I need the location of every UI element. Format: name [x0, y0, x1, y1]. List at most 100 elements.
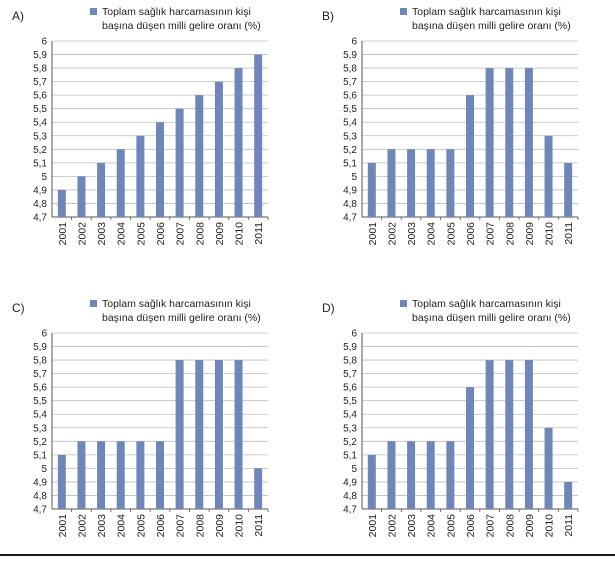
legend-text: başına düşen milli gelire oranı (%): [412, 312, 571, 324]
y-tick-label: 5,7: [33, 369, 47, 380]
x-tick-label: 2002: [76, 514, 88, 538]
page-bottom-rule: [0, 554, 615, 556]
bar: [97, 162, 106, 217]
legend-text: Toplam sağlık harcamasının kişi: [102, 6, 251, 18]
y-tick-label: 5,3: [33, 131, 47, 142]
bar: [387, 149, 396, 217]
y-tick-label: 5,5: [33, 396, 47, 407]
bar: [195, 95, 204, 217]
bar: [254, 468, 263, 509]
x-tick-label: 2005: [135, 222, 147, 246]
y-tick-label: 5,3: [343, 131, 357, 142]
bar: [524, 68, 533, 217]
panel-label: A): [12, 9, 24, 23]
legend-swatch: [90, 8, 97, 15]
x-tick-label: 2007: [175, 514, 187, 538]
y-tick-label: 5,8: [33, 356, 47, 367]
x-tick-label: 2001: [57, 514, 69, 538]
y-tick-label: 5,4: [343, 118, 357, 129]
x-tick-label: 2008: [194, 514, 206, 538]
chart-panel-c: C) Toplam sağlık harcamasının kişi başına …: [0, 292, 300, 562]
x-tick-label: 2005: [135, 514, 147, 538]
x-tick-label: 2006: [465, 514, 477, 538]
panel-label: C): [12, 301, 25, 315]
x-tick-label: 2007: [175, 222, 187, 246]
x-tick-label: 2011: [253, 222, 265, 245]
x-tick-label: 2004: [116, 222, 128, 246]
y-tick-label: 4,8: [343, 491, 357, 502]
bar: [156, 441, 164, 509]
bar: [564, 162, 573, 217]
y-tick-label: 5,6: [343, 91, 357, 102]
bar: [175, 360, 184, 509]
bar: [544, 135, 553, 217]
chart-svg: A) Toplam sağlık harcamasının kişi başına …: [12, 6, 269, 246]
y-tick-label: 4,9: [33, 185, 47, 196]
y-tick-label: 5,1: [343, 158, 357, 169]
y-tick-label: 6: [351, 37, 357, 48]
x-tick-label: 2006: [465, 222, 477, 246]
bar: [254, 54, 263, 218]
y-tick-label: 5,9: [33, 342, 47, 353]
bar: [446, 149, 455, 217]
x-tick-label: 2002: [76, 222, 88, 246]
y-tick-label: 5,1: [343, 450, 357, 461]
y-tick-label: 5: [41, 464, 47, 475]
y-tick-label: 5,4: [343, 410, 357, 421]
x-tick-label: 2002: [386, 222, 398, 246]
x-tick-label: 2010: [544, 222, 556, 246]
y-tick-label: 5,9: [33, 50, 47, 61]
y-tick-label: 5,1: [33, 158, 47, 169]
x-tick-label: 2003: [96, 222, 108, 246]
bar: [505, 68, 514, 217]
bar: [97, 441, 106, 509]
y-tick-label: 5,5: [343, 104, 357, 115]
y-tick-label: 4,7: [33, 505, 47, 516]
legend-text: Toplam sağlık harcamasının kişi: [412, 298, 561, 310]
bar: [234, 68, 243, 217]
bar: [426, 149, 435, 217]
bar: [466, 95, 474, 217]
x-tick-label: 2011: [253, 514, 265, 537]
y-tick-label: 4,7: [343, 505, 357, 516]
y-tick-label: 5,8: [343, 64, 357, 75]
bar: [466, 387, 474, 509]
legend-text: başına düşen milli gelire oranı (%): [412, 20, 571, 32]
bar: [195, 360, 204, 509]
chart-svg: B) Toplam sağlık harcamasının kişi başına …: [322, 6, 579, 246]
x-tick-label: 2008: [504, 514, 516, 538]
y-tick-label: 4,9: [33, 477, 47, 488]
bar: [234, 360, 243, 509]
y-tick-label: 5,3: [33, 423, 47, 434]
x-tick-label: 2005: [445, 222, 457, 246]
legend-swatch: [400, 8, 407, 15]
y-tick-label: 4,7: [33, 213, 47, 224]
x-tick-label: 2001: [367, 222, 379, 246]
x-tick-label: 2011: [563, 514, 575, 537]
panel-label: B): [322, 9, 334, 23]
y-tick-label: 5,2: [343, 437, 357, 448]
y-tick-label: 5: [41, 172, 47, 183]
y-tick-label: 5,7: [343, 369, 357, 380]
y-tick-label: 4,8: [33, 491, 47, 502]
x-tick-label: 2009: [214, 222, 226, 246]
y-tick-label: 5,6: [343, 383, 357, 394]
y-tick-label: 5,6: [33, 383, 47, 394]
y-tick-label: 6: [351, 329, 357, 340]
y-tick-label: 5: [351, 464, 357, 475]
bar: [485, 360, 494, 509]
y-tick-label: 4,8: [33, 199, 47, 210]
legend-text: Toplam sağlık harcamasının kişi: [102, 298, 251, 310]
chart-panel-d: D) Toplam sağlık harcamasının kişi başına …: [310, 292, 610, 562]
x-tick-label: 2004: [116, 514, 128, 538]
x-tick-label: 2001: [367, 514, 379, 538]
x-tick-label: 2010: [234, 514, 246, 538]
x-tick-label: 2009: [524, 514, 536, 538]
x-tick-label: 2010: [234, 222, 246, 246]
y-tick-label: 5,6: [33, 91, 47, 102]
bar: [387, 441, 396, 509]
bar: [407, 441, 416, 509]
y-tick-label: 5,4: [33, 118, 47, 129]
y-tick-label: 5,2: [33, 145, 47, 156]
bar: [446, 441, 455, 509]
